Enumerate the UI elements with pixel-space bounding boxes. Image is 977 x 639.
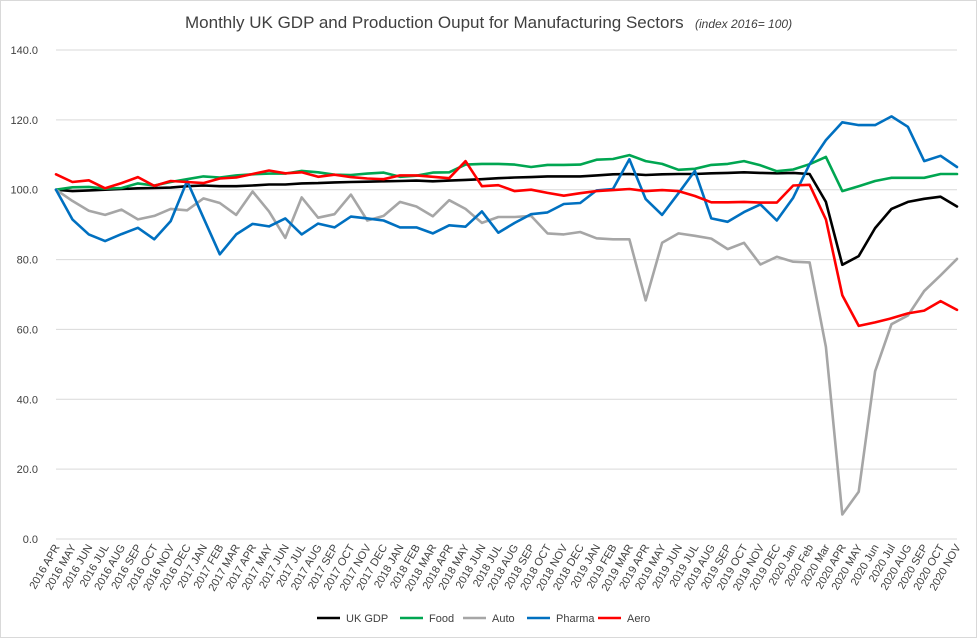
legend-label-food: Food [429, 613, 454, 625]
y-tick-label: 60.0 [17, 324, 38, 336]
legend-label-aero: Aero [627, 613, 650, 625]
y-tick-label: 40.0 [17, 394, 38, 406]
series-lines [54, 115, 959, 516]
gridlines [56, 49, 957, 540]
legend: UK GDP Food Auto Pharma Aero [317, 613, 650, 625]
series-line-food [54, 153, 959, 193]
y-axis-tick-labels: 0.0 20.0 40.0 60.0 80.0 100.0 120.0 140.0 [10, 45, 38, 546]
series-line-uk-gdp [54, 171, 959, 267]
series-line-pharma [54, 115, 959, 256]
chart-subtitle: (index 2016= 100) [695, 17, 792, 31]
y-tick-label: 80.0 [17, 255, 38, 267]
series-line-auto [54, 188, 959, 516]
y-tick-label: 120.0 [10, 115, 38, 127]
y-tick-label: 140.0 [10, 45, 38, 57]
y-tick-label: 0.0 [23, 534, 38, 546]
y-tick-label: 20.0 [17, 464, 38, 476]
chart-title: Monthly UK GDP and Production Ouput for … [185, 13, 684, 32]
y-tick-label: 100.0 [10, 185, 38, 197]
legend-label-pharma: Pharma [556, 613, 595, 625]
legend-label-uk-gdp: UK GDP [346, 613, 388, 625]
legend-label-auto: Auto [492, 613, 515, 625]
series-line-aero [54, 159, 959, 328]
